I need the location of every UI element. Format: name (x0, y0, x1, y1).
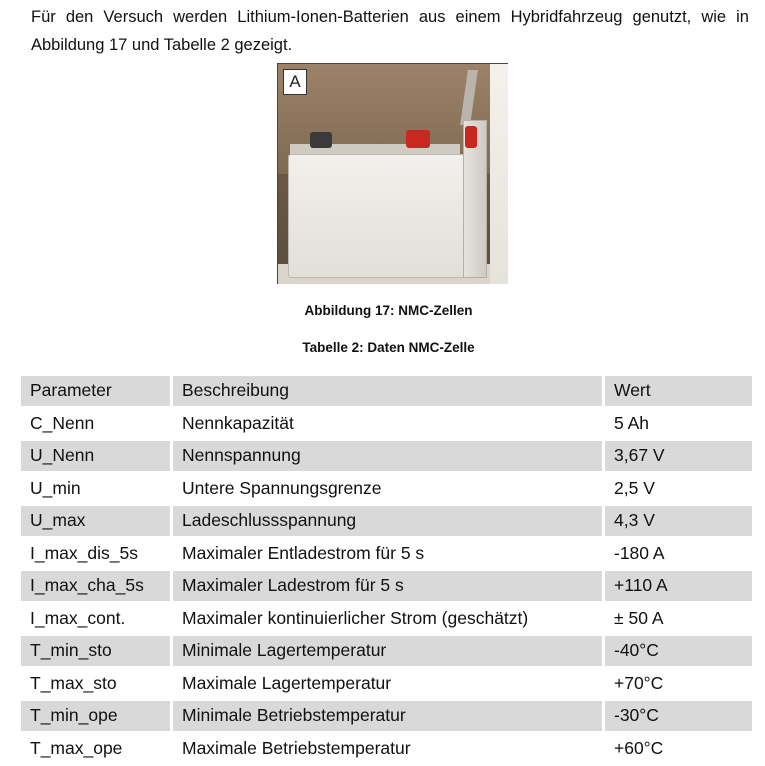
table-row: T_min_ope Minimale Betriebstemperatur -3… (21, 701, 752, 731)
negative-terminal (310, 132, 332, 148)
parameter-cell: I_max_cont. (21, 603, 173, 633)
table-row: U_min Untere Spannungsgrenze 2,5 V (21, 473, 752, 503)
table-row: I_max_dis_5s Maximaler Entladestrom für … (21, 538, 752, 568)
description-cell: Ladeschlussspannung (173, 506, 605, 536)
description-cell: Maximale Lagertemperatur (173, 668, 605, 698)
parameter-cell: U_min (21, 473, 173, 503)
parameter-cell: C_Nenn (21, 408, 173, 438)
positive-terminal (406, 130, 430, 148)
value-cell: -180 A (605, 538, 752, 568)
parameter-cell: I_max_cha_5s (21, 571, 173, 601)
value-cell: 2,5 V (605, 473, 752, 503)
table-row: T_min_sto Minimale Lagertemperatur -40°C (21, 636, 752, 666)
table-row: I_max_cont. Maximaler kontinuierlicher S… (21, 603, 752, 633)
table-row: U_Nenn Nennspannung 3,67 V (21, 441, 752, 471)
parameter-cell: T_max_sto (21, 668, 173, 698)
intro-paragraph: Für den Versuch werden Lithium-Ionen-Bat… (31, 8, 749, 54)
table-row: U_max Ladeschlussspannung 4,3 V (21, 506, 752, 536)
figure-caption: Abbildung 17: NMC-Zellen (304, 303, 473, 318)
photo-right-strip (490, 64, 508, 284)
table-caption: Tabelle 2: Daten NMC-Zelle (302, 340, 475, 355)
value-cell: 4,3 V (605, 506, 752, 536)
description-cell: Untere Spannungsgrenze (173, 473, 605, 503)
nmc-cells-photo: A (277, 63, 508, 284)
header-cell: Wert (605, 376, 752, 406)
description-cell: Maximale Betriebstemperatur (173, 733, 605, 763)
description-cell: Nennkapazität (173, 408, 605, 438)
value-cell: +60°C (605, 733, 752, 763)
pouch-cell-front (288, 154, 465, 278)
description-cell: Minimale Lagertemperatur (173, 636, 605, 666)
value-cell: -40°C (605, 636, 752, 666)
value-cell: 3,67 V (605, 441, 752, 471)
figure-panel-label: A (283, 69, 307, 95)
side-cell-terminal (465, 126, 477, 148)
parameter-cell: U_Nenn (21, 441, 173, 471)
parameter-cell: T_max_ope (21, 733, 173, 763)
description-cell: Minimale Betriebstemperatur (173, 701, 605, 731)
header-cell: Beschreibung (173, 376, 605, 406)
parameter-cell: I_max_dis_5s (21, 538, 173, 568)
value-cell: ± 50 A (605, 603, 752, 633)
parameter-cell: T_min_sto (21, 636, 173, 666)
header-cell: Parameter (21, 376, 173, 406)
value-cell: -30°C (605, 701, 752, 731)
value-cell: +110 A (605, 571, 752, 601)
table-row: T_max_sto Maximale Lagertemperatur +70°C (21, 668, 752, 698)
table-row: C_Nenn Nennkapazität 5 Ah (21, 408, 752, 438)
data-table: Parameter Beschreibung Wert C_Nenn Nennk… (21, 373, 752, 766)
parameter-cell: U_max (21, 506, 173, 536)
description-cell: Maximaler kontinuierlicher Strom (geschä… (173, 603, 605, 633)
value-cell: 5 Ah (605, 408, 752, 438)
table-row: I_max_cha_5s Maximaler Ladestrom für 5 s… (21, 571, 752, 601)
description-cell: Maximaler Entladestrom für 5 s (173, 538, 605, 568)
table-header-row: Parameter Beschreibung Wert (21, 376, 752, 406)
value-cell: +70°C (605, 668, 752, 698)
description-cell: Maximaler Ladestrom für 5 s (173, 571, 605, 601)
table-row: T_max_ope Maximale Betriebstemperatur +6… (21, 733, 752, 763)
description-cell: Nennspannung (173, 441, 605, 471)
parameter-cell: T_min_ope (21, 701, 173, 731)
